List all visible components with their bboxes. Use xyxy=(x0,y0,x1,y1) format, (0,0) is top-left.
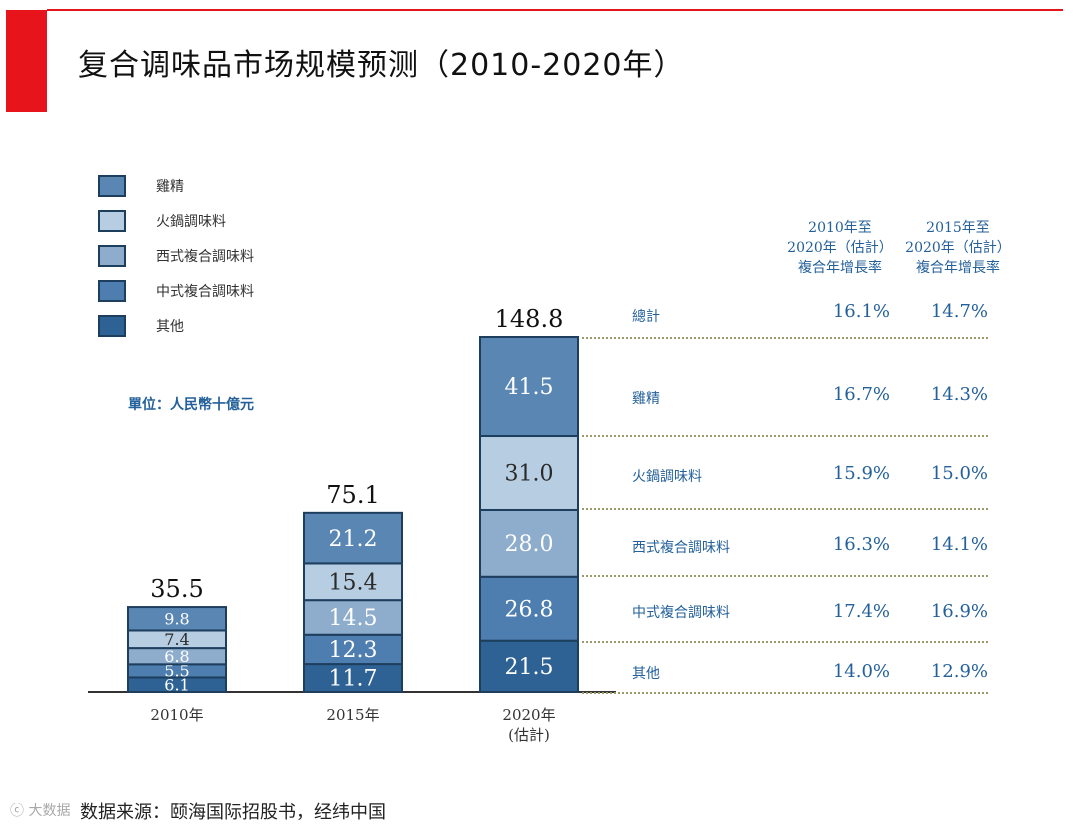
bar-segment xyxy=(479,435,579,511)
bar-segment xyxy=(479,336,579,438)
watermark-icon: ⓒ xyxy=(10,803,24,819)
cagr-2015-2020-western: 14.1% xyxy=(930,534,988,555)
row-divider xyxy=(582,641,988,643)
cagr-header-text: 2010年至 2020年（估計） 複合年增長率 xyxy=(787,220,893,276)
x-tick-label: 2010年 xyxy=(150,706,203,724)
cagr-header-text: 2015年至 2020年（估計） 複合年增長率 xyxy=(905,220,1011,276)
page-title: 复合调味品市场规模预测（2010-2020年） xyxy=(78,48,685,83)
bar-segment xyxy=(479,508,579,578)
watermark-text: 大数据 xyxy=(28,803,71,819)
bar-value-label: 28.0 xyxy=(505,532,554,557)
bar-total-label: 35.5 xyxy=(150,575,203,603)
cagr-2015-2020-total: 14.7% xyxy=(930,301,988,322)
bar-segment xyxy=(303,663,403,693)
bar-value-label: 26.8 xyxy=(505,597,554,622)
bar-segment xyxy=(303,511,403,565)
bar-segment xyxy=(303,562,403,602)
bar-value-label: 9.8 xyxy=(164,609,189,628)
bar-segment xyxy=(127,606,227,632)
cagr-2010-2020-other: 14.0% xyxy=(832,661,890,682)
legend-label: 雞精 xyxy=(156,179,184,195)
cagr-2015-2020-chinese: 16.9% xyxy=(930,601,988,622)
row-label-other: 其他 xyxy=(632,666,660,682)
row-divider xyxy=(582,508,988,510)
watermark: ⓒ 大数据 xyxy=(10,800,70,820)
legend-swatch xyxy=(98,245,126,267)
bar-value-label: 12.3 xyxy=(329,638,378,663)
unit-label: 單位：人民幣十億元 xyxy=(128,397,254,413)
row-label-western: 西式複合調味料 xyxy=(632,540,730,556)
bar-value-label: 11.7 xyxy=(329,667,378,692)
bar-value-label: 41.5 xyxy=(505,375,554,400)
row-divider xyxy=(582,692,988,694)
x-tick-label: 2015年 xyxy=(326,706,379,724)
cagr-2010-2020-hotpot: 15.9% xyxy=(832,463,890,484)
legend-label: 火鍋調味料 xyxy=(156,214,226,230)
row-label-hotpot: 火鍋調味料 xyxy=(632,469,702,485)
bar-segment xyxy=(479,575,579,642)
bar-value-label: 6.1 xyxy=(164,675,189,694)
cagr-2010-2020-chicken-essence: 16.7% xyxy=(832,384,890,405)
bar-value-label: 21.2 xyxy=(329,527,378,552)
data-source: 数据来源：颐海国际招股书，经纬中国 xyxy=(80,802,386,823)
bar-total-label: 148.8 xyxy=(495,305,564,333)
bar-value-label: 7.4 xyxy=(164,630,189,649)
row-label-chicken-essence: 雞精 xyxy=(632,391,660,407)
cagr-2010-2020-western: 16.3% xyxy=(832,534,890,555)
bar-value-label: 31.0 xyxy=(505,462,554,487)
legend-swatch xyxy=(98,175,126,197)
x-tick-label: (估計) xyxy=(508,726,550,744)
bar-segment xyxy=(303,633,403,666)
row-label-total: 總計 xyxy=(632,309,660,325)
bar-segment xyxy=(479,639,579,693)
row-divider xyxy=(582,337,988,339)
legend-label: 其他 xyxy=(156,319,184,335)
row-divider xyxy=(582,435,988,437)
cagr-2015-2020-chicken-essence: 14.3% xyxy=(930,384,988,405)
header-rule xyxy=(47,9,1063,11)
bar-value-label: 5.5 xyxy=(164,661,189,680)
bar-value-label: 15.4 xyxy=(329,570,378,595)
bar-value-label: 21.5 xyxy=(505,655,554,680)
cagr-2015-2020-hotpot: 15.0% xyxy=(930,463,988,484)
legend-label: 西式複合調味料 xyxy=(156,249,254,265)
legend-swatch xyxy=(98,210,126,232)
legend-swatch xyxy=(98,280,126,302)
cagr-2010-2020-total: 16.1% xyxy=(832,301,890,322)
bar-value-label: 14.5 xyxy=(329,606,378,631)
legend-label: 中式複合調味料 xyxy=(156,284,254,300)
cagr-2015-2020-other: 12.9% xyxy=(930,661,988,682)
row-label-chinese: 中式複合調味料 xyxy=(632,605,730,621)
cagr-header-2015-2020: 2015年至 2020年（估計） 複合年增長率 xyxy=(893,218,1023,278)
bar-value-label: 6.8 xyxy=(164,647,189,666)
bar-total-label: 75.1 xyxy=(326,481,379,509)
cagr-2010-2020-chinese: 17.4% xyxy=(832,601,890,622)
legend-swatch xyxy=(98,315,126,337)
x-tick-label: 2020年 xyxy=(502,706,555,724)
accent-bar xyxy=(6,10,47,112)
row-divider xyxy=(582,575,988,577)
cagr-header-2010-2020: 2010年至 2020年（估計） 複合年增長率 xyxy=(775,218,905,278)
